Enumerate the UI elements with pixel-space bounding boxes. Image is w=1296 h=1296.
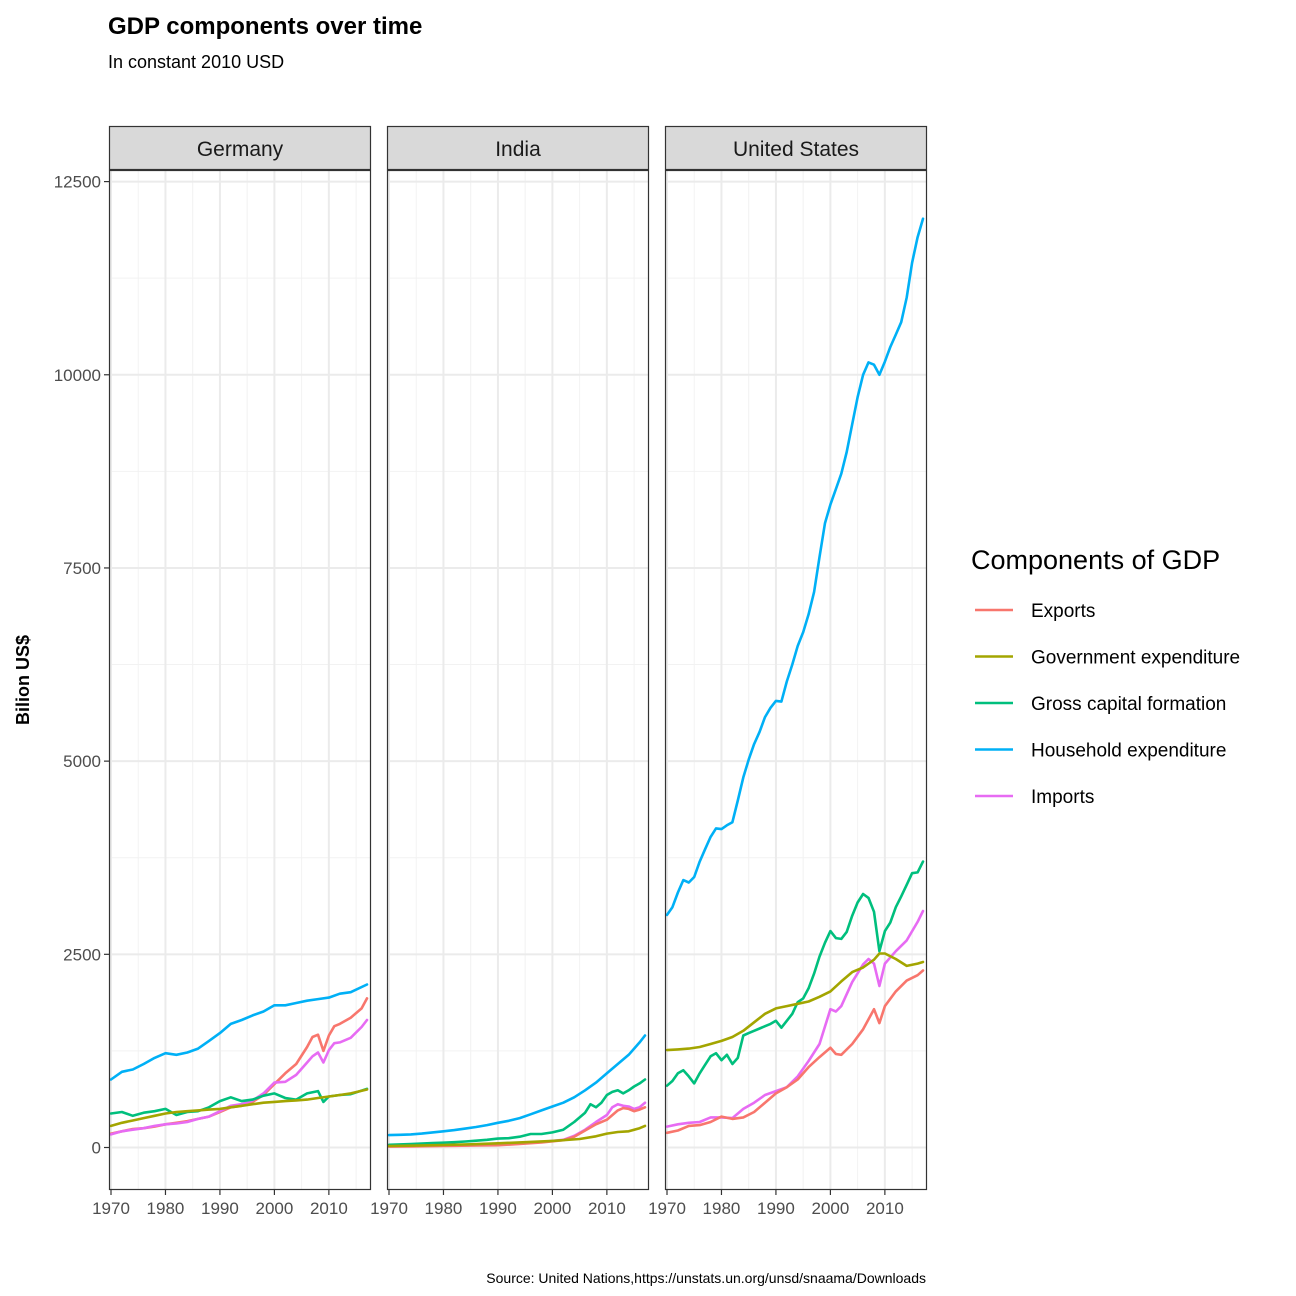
- y-tick-label: 12500: [54, 173, 101, 192]
- x-tick-label: 2010: [310, 1199, 348, 1218]
- chart-caption: Source: United Nations,https://unstats.u…: [486, 1270, 926, 1286]
- series-line-household-expenditure: [387, 1034, 647, 1137]
- legend: Components of GDP Exports Government expe…: [971, 545, 1240, 808]
- series-line-government-expenditure: [387, 1124, 647, 1148]
- legend-label-imports: Imports: [1031, 787, 1094, 808]
- series-line-gross-capital-formation: [665, 860, 925, 1087]
- x-tick-label: 1980: [703, 1199, 741, 1218]
- series-line-government-expenditure: [665, 952, 925, 1052]
- panel-border: [108, 169, 372, 1191]
- x-tick-label: 2000: [811, 1199, 849, 1218]
- x-tick-label: 1970: [370, 1199, 408, 1218]
- legend-label-gross-capital-formation: Gross capital formation: [1031, 694, 1226, 715]
- series-line-gross-capital-formation: [387, 1078, 647, 1147]
- facet-strip-label: Germany: [197, 138, 284, 161]
- x-tick-label: 2010: [866, 1199, 904, 1218]
- facet-strip: [386, 125, 650, 171]
- y-tick-label: 7500: [63, 559, 101, 578]
- y-tick-label: 2500: [63, 945, 101, 964]
- y-tick-label: 10000: [54, 366, 101, 385]
- panel-background: [387, 170, 649, 1190]
- chart-subtitle: In constant 2010 USD: [108, 52, 284, 72]
- facet-panels: Germany 1970 1980 1990 2000 2010 India 1970 1980…: [92, 125, 928, 1218]
- y-tick-label: 0: [92, 1139, 101, 1158]
- series-line-household-expenditure: [665, 217, 925, 917]
- series-line-gross-capital-formation: [109, 1087, 369, 1118]
- x-tick-label: 2000: [255, 1199, 293, 1218]
- panel-border: [386, 169, 650, 1191]
- legend-label-government-expenditure: Government expenditure: [1031, 648, 1240, 669]
- x-tick-label: 2010: [588, 1199, 626, 1218]
- x-tick-label: 2000: [533, 1199, 571, 1218]
- x-tick-label: 1970: [648, 1199, 686, 1218]
- series-line-imports: [665, 909, 925, 1128]
- series-line-exports: [665, 969, 925, 1135]
- facet-panel-united-states: United States 1970 1980 1990 2000 2010: [648, 125, 928, 1218]
- facet-panel-germany: Germany 1970 1980 1990 2000 2010: [92, 125, 372, 1218]
- chart-title: GDP components over time: [108, 13, 422, 40]
- series-line-government-expenditure: [109, 1088, 369, 1128]
- facet-strip: [108, 125, 372, 171]
- x-tick-label: 1980: [425, 1199, 463, 1218]
- panel-background: [665, 170, 927, 1190]
- x-tick-label: 1980: [147, 1199, 185, 1218]
- y-tick-label: 5000: [63, 752, 101, 771]
- panel-background: [109, 170, 371, 1190]
- y-axis: 0 2500 5000 7500 10000 12500: [54, 173, 109, 1158]
- panel-border: [664, 169, 928, 1191]
- y-axis-label: Bilion US$: [13, 635, 33, 725]
- x-tick-label: 1990: [757, 1199, 795, 1218]
- facet-strip: [664, 125, 928, 171]
- legend-label-exports: Exports: [1031, 601, 1095, 622]
- facet-strip-label: United States: [733, 138, 859, 161]
- legend-label-household-expenditure: Household expenditure: [1031, 741, 1226, 762]
- facet-strip-label: India: [495, 138, 541, 161]
- x-tick-label: 1990: [479, 1199, 517, 1218]
- x-tick-label: 1990: [201, 1199, 239, 1218]
- series-line-household-expenditure: [109, 983, 369, 1081]
- legend-title: Components of GDP: [971, 545, 1220, 575]
- facet-panel-india: India 1970 1980 1990 2000 2010: [370, 125, 650, 1218]
- x-tick-label: 1970: [92, 1199, 130, 1218]
